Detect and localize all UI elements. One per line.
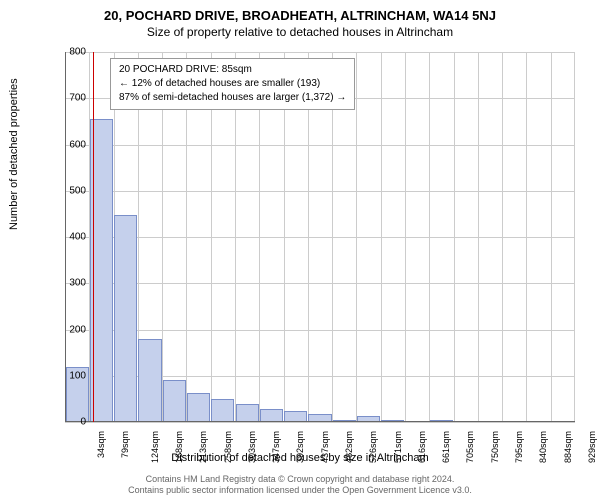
x-tick: 884sqm	[563, 431, 573, 463]
gridline-h	[65, 330, 575, 331]
y-tick: 800	[69, 47, 86, 58]
y-tick: 0	[80, 417, 86, 428]
x-tick: 571sqm	[393, 431, 403, 463]
chart-area: 20 POCHARD DRIVE: 85sqm← 12% of detached…	[65, 52, 575, 422]
gridline-v	[381, 52, 382, 422]
histogram-bar	[163, 380, 186, 422]
x-tick: 79sqm	[120, 431, 130, 458]
gridline-h	[65, 237, 575, 238]
info-box-line-3: 87% of semi-detached houses are larger (…	[119, 91, 346, 105]
x-tick: 661sqm	[441, 431, 451, 463]
x-tick: 840sqm	[538, 431, 548, 463]
x-tick: 616sqm	[417, 431, 427, 463]
gridline-v	[454, 52, 455, 422]
page-subtitle: Size of property relative to detached ho…	[0, 23, 600, 39]
info-box-line-2: ← 12% of detached houses are smaller (19…	[119, 77, 346, 91]
histogram-bar	[114, 215, 137, 422]
x-tick: 168sqm	[174, 431, 184, 463]
property-marker-line	[93, 52, 94, 422]
footer: Contains HM Land Registry data © Crown c…	[0, 474, 600, 496]
y-axis-label: Number of detached properties	[8, 78, 20, 230]
x-tick: 482sqm	[344, 431, 354, 463]
histogram-bar	[187, 393, 210, 422]
x-tick: 929sqm	[587, 431, 597, 463]
gridline-v	[356, 52, 357, 422]
y-tick: 500	[69, 185, 86, 196]
x-tick: 795sqm	[514, 431, 524, 463]
page-title: 20, POCHARD DRIVE, BROADHEATH, ALTRINCHA…	[0, 0, 600, 23]
gridline-h	[65, 283, 575, 284]
footer-line-2: Contains public sector information licen…	[0, 485, 600, 496]
y-tick: 300	[69, 278, 86, 289]
y-tick: 600	[69, 139, 86, 150]
gridline-h	[65, 191, 575, 192]
y-axis-line	[65, 52, 66, 422]
x-tick: 258sqm	[223, 431, 233, 463]
gridline-v	[502, 52, 503, 422]
histogram-bar	[138, 339, 161, 422]
x-tick: 34sqm	[96, 431, 106, 458]
gridline-v	[526, 52, 527, 422]
histogram-plot: 20 POCHARD DRIVE: 85sqm← 12% of detached…	[65, 52, 575, 422]
histogram-bar	[211, 399, 234, 422]
x-tick: 392sqm	[295, 431, 305, 463]
x-tick: 437sqm	[320, 431, 330, 463]
y-tick: 400	[69, 232, 86, 243]
gridline-h	[65, 145, 575, 146]
gridline-v	[478, 52, 479, 422]
histogram-bar	[236, 404, 259, 422]
gridline-v	[405, 52, 406, 422]
y-tick: 700	[69, 93, 86, 104]
gridline-h	[65, 52, 575, 53]
y-tick: 200	[69, 324, 86, 335]
info-box-line-1: 20 POCHARD DRIVE: 85sqm	[119, 63, 346, 77]
x-tick: 213sqm	[198, 431, 208, 463]
x-tick: 705sqm	[465, 431, 475, 463]
x-tick: 124sqm	[150, 431, 160, 463]
x-axis-line	[65, 421, 575, 422]
gridline-v	[429, 52, 430, 422]
gridline-v	[551, 52, 552, 422]
footer-line-1: Contains HM Land Registry data © Crown c…	[0, 474, 600, 485]
info-box: 20 POCHARD DRIVE: 85sqm← 12% of detached…	[110, 58, 355, 110]
x-tick: 526sqm	[368, 431, 378, 463]
x-tick: 303sqm	[247, 431, 257, 463]
gridline-v	[574, 52, 575, 422]
x-tick: 347sqm	[271, 431, 281, 463]
x-tick: 750sqm	[490, 431, 500, 463]
y-tick: 100	[69, 370, 86, 381]
gridline-h	[65, 422, 575, 423]
